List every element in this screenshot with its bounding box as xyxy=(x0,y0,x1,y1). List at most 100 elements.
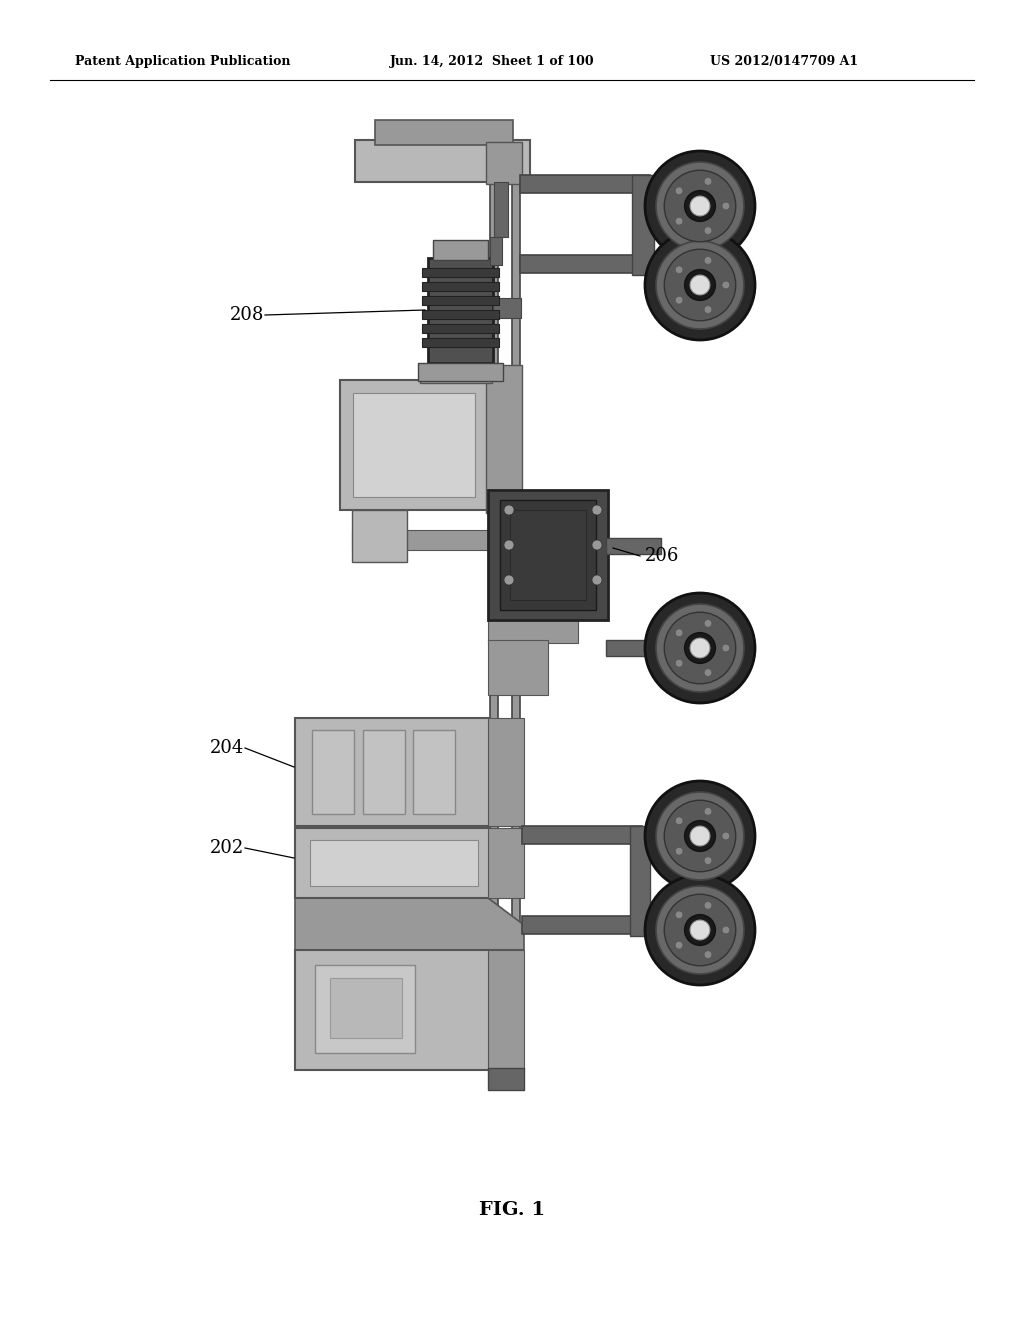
Bar xyxy=(606,640,662,656)
Circle shape xyxy=(705,178,712,185)
Circle shape xyxy=(645,781,755,891)
Bar xyxy=(310,840,478,886)
Circle shape xyxy=(592,576,602,585)
Circle shape xyxy=(722,832,730,840)
Circle shape xyxy=(656,162,744,249)
Text: US 2012/0147709 A1: US 2012/0147709 A1 xyxy=(710,55,858,69)
Bar xyxy=(422,282,499,290)
Circle shape xyxy=(705,808,712,816)
Circle shape xyxy=(705,306,712,313)
Circle shape xyxy=(705,227,712,235)
Bar xyxy=(312,730,354,814)
Circle shape xyxy=(675,817,683,825)
Bar xyxy=(418,363,503,381)
Circle shape xyxy=(675,218,683,224)
Bar xyxy=(422,296,499,305)
Bar xyxy=(488,828,524,898)
Bar xyxy=(488,618,578,643)
Bar xyxy=(510,510,586,601)
Circle shape xyxy=(690,920,710,940)
Circle shape xyxy=(685,821,716,851)
Bar xyxy=(330,978,402,1038)
Circle shape xyxy=(645,875,755,985)
Bar xyxy=(295,718,490,826)
Circle shape xyxy=(504,576,514,585)
Circle shape xyxy=(722,281,730,289)
Bar xyxy=(512,143,520,1090)
Bar xyxy=(422,323,499,333)
Circle shape xyxy=(690,826,710,846)
Bar xyxy=(500,500,596,610)
Circle shape xyxy=(705,950,712,958)
Bar xyxy=(494,182,508,238)
Circle shape xyxy=(705,619,712,627)
Circle shape xyxy=(645,593,755,704)
Polygon shape xyxy=(295,898,524,950)
Circle shape xyxy=(722,927,730,933)
Circle shape xyxy=(665,894,736,966)
Circle shape xyxy=(656,886,744,974)
Bar xyxy=(630,826,650,936)
Text: 208: 208 xyxy=(230,306,264,323)
Circle shape xyxy=(675,941,683,949)
Circle shape xyxy=(675,628,683,636)
Bar xyxy=(488,1068,524,1090)
Bar xyxy=(362,730,406,814)
Bar xyxy=(413,730,455,814)
Circle shape xyxy=(656,605,744,692)
Bar xyxy=(433,240,488,260)
Circle shape xyxy=(722,202,730,210)
Bar xyxy=(315,965,415,1053)
Circle shape xyxy=(504,540,514,550)
Circle shape xyxy=(675,847,683,855)
Circle shape xyxy=(592,540,602,550)
Circle shape xyxy=(722,644,730,652)
Circle shape xyxy=(675,911,683,919)
Bar xyxy=(375,120,513,145)
Bar xyxy=(355,140,530,182)
Circle shape xyxy=(665,170,736,242)
Circle shape xyxy=(645,150,755,261)
Bar xyxy=(520,255,650,273)
Bar xyxy=(632,176,654,275)
Text: 206: 206 xyxy=(645,546,679,565)
Circle shape xyxy=(675,187,683,194)
Bar xyxy=(422,268,499,277)
Bar xyxy=(486,143,522,183)
Bar xyxy=(295,950,523,1071)
Text: 202: 202 xyxy=(210,840,245,857)
Circle shape xyxy=(645,230,755,341)
Bar xyxy=(422,310,499,319)
Circle shape xyxy=(685,269,716,301)
Text: Jun. 14, 2012  Sheet 1 of 100: Jun. 14, 2012 Sheet 1 of 100 xyxy=(390,55,595,69)
Text: 204: 204 xyxy=(210,739,245,756)
Circle shape xyxy=(656,242,744,329)
Bar xyxy=(606,539,662,554)
Circle shape xyxy=(665,249,736,321)
Circle shape xyxy=(690,197,710,216)
Circle shape xyxy=(665,800,736,871)
Circle shape xyxy=(685,915,716,945)
Bar xyxy=(488,718,524,826)
Bar xyxy=(520,176,650,193)
Bar xyxy=(486,366,522,513)
Circle shape xyxy=(665,612,736,684)
Bar xyxy=(295,828,490,898)
Text: FIG. 1: FIG. 1 xyxy=(479,1201,545,1218)
Circle shape xyxy=(690,275,710,294)
Bar xyxy=(488,640,548,696)
Bar xyxy=(420,366,492,383)
Bar xyxy=(353,393,475,498)
Circle shape xyxy=(656,792,744,880)
Circle shape xyxy=(705,857,712,865)
Bar xyxy=(422,338,499,347)
Circle shape xyxy=(685,632,716,664)
Circle shape xyxy=(705,902,712,909)
Circle shape xyxy=(675,297,683,304)
Circle shape xyxy=(504,506,514,515)
Bar xyxy=(490,143,498,1090)
Bar xyxy=(490,238,502,265)
Circle shape xyxy=(685,190,716,222)
Circle shape xyxy=(675,265,683,273)
Circle shape xyxy=(675,660,683,667)
